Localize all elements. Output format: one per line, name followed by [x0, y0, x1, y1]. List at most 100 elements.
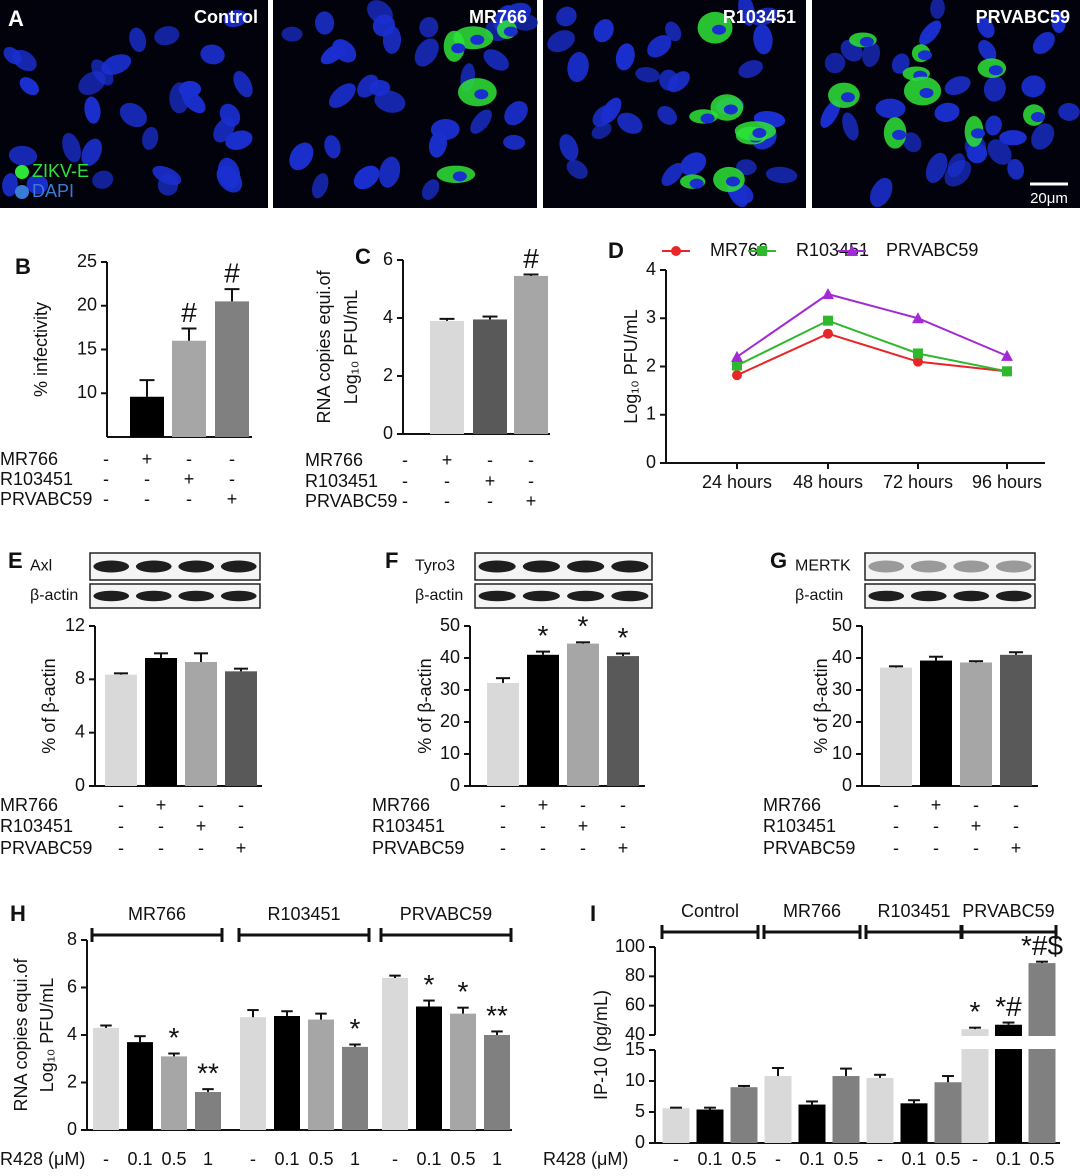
nucleus: [154, 26, 180, 46]
nucleus: [944, 76, 971, 96]
nucleus: [92, 170, 114, 189]
condition-sign: -: [402, 491, 408, 511]
condition-sign: -: [238, 816, 244, 836]
nucleus: [357, 74, 379, 98]
nucleus: [659, 69, 679, 91]
nucleus: [503, 134, 526, 150]
nucleus: [725, 176, 740, 187]
nucleus: [680, 152, 707, 176]
blot-label: Tyro3: [415, 558, 455, 575]
bar: [1000, 654, 1032, 786]
x-tick-label: -: [775, 1149, 781, 1169]
nucleus: [919, 20, 942, 46]
y-tick-label: 0: [75, 775, 85, 795]
condition-sign: +: [578, 816, 589, 836]
marker: [732, 370, 742, 381]
nucleus: [988, 65, 1003, 76]
blot-band: [567, 590, 605, 602]
x-tick-label: 0.1: [416, 1149, 441, 1169]
condition-sign: -: [500, 838, 506, 858]
image-title: MR766: [469, 7, 527, 27]
condition-sign: -: [144, 489, 150, 509]
nucleus: [712, 24, 727, 35]
nucleus: [765, 166, 798, 184]
bar: [527, 654, 559, 786]
bar: [832, 1076, 860, 1143]
nucleus: [600, 97, 622, 124]
condition-sign: +: [196, 816, 207, 836]
bar: [274, 1016, 300, 1130]
blot-band: [522, 560, 560, 573]
y-tick-label: 80: [625, 965, 645, 985]
y-tick-label: 30: [440, 679, 460, 699]
condition-sign: -: [103, 489, 109, 509]
nucleus: [919, 87, 934, 98]
y-axis-label: IP-10 (pg/mL): [591, 990, 611, 1100]
y-tick-label: 60: [625, 994, 645, 1014]
nucleus: [474, 89, 489, 100]
y-tick-label: 8: [75, 668, 85, 688]
bar: [172, 340, 206, 437]
nucleus: [999, 130, 1027, 146]
condition-sign: -: [973, 795, 979, 815]
condition-sign: -: [933, 838, 939, 858]
condition-sign: +: [485, 471, 496, 491]
condition-sign: -: [238, 795, 244, 815]
significance-mark: *: [458, 976, 469, 1007]
nucleus: [374, 90, 406, 113]
bar: [161, 1056, 187, 1130]
legend-marker: [846, 245, 858, 256]
nucleus: [315, 11, 335, 35]
nucleus: [700, 113, 715, 124]
nucleus: [635, 67, 660, 83]
condition-sign: -: [1013, 816, 1019, 836]
bar: [567, 643, 599, 786]
x-axis-label: R428 (μM): [543, 1149, 628, 1169]
y-tick-label: 2: [646, 355, 656, 375]
condition-sign: -: [487, 491, 493, 511]
x-tick-label: 1: [350, 1149, 360, 1169]
blot-band: [178, 590, 215, 602]
x-tick-label: 0.5: [731, 1149, 756, 1169]
x-tick-label: 0.5: [833, 1149, 858, 1169]
x-tick-label: 0.5: [935, 1149, 960, 1169]
significance-mark: *: [578, 611, 589, 642]
bar: [730, 1087, 758, 1143]
significance-mark: **: [197, 1058, 219, 1089]
nucleus: [470, 109, 492, 134]
condition-name: MR766: [305, 450, 363, 470]
nucleus: [91, 59, 114, 86]
y-tick-label: 100: [615, 936, 645, 956]
significance-mark: *: [169, 1022, 180, 1053]
nucleus: [753, 24, 773, 55]
legend-label: ZIKV-E: [32, 161, 89, 181]
group-label: PRVABC59: [400, 904, 492, 924]
image-title: Control: [194, 7, 258, 27]
blot-band: [178, 560, 215, 573]
blot-label: β-actin: [30, 587, 78, 604]
bar: [798, 1104, 826, 1143]
nucleus: [978, 40, 997, 62]
condition-sign: -: [118, 838, 124, 858]
x-tick-label: -: [673, 1149, 679, 1169]
x-tick-label: 1: [492, 1149, 502, 1169]
condition-sign: -: [158, 816, 164, 836]
y-tick-label: 40: [625, 1024, 645, 1044]
nucleus: [81, 138, 102, 167]
nucleus: [925, 152, 948, 183]
nucleus: [429, 131, 447, 158]
nucleus: [129, 27, 147, 53]
x-tick-label: 0.5: [161, 1149, 186, 1169]
blot-band: [910, 590, 947, 602]
nucleus: [723, 104, 738, 115]
nucleus: [421, 179, 440, 200]
nucleus: [547, 30, 575, 53]
bar: [473, 319, 507, 434]
nucleus: [559, 134, 579, 161]
bar: [130, 396, 164, 437]
legend-dot: [15, 185, 29, 199]
blot-band: [478, 560, 516, 573]
bar: [450, 1013, 476, 1130]
nucleus: [985, 115, 1002, 136]
nucleus: [842, 112, 859, 141]
